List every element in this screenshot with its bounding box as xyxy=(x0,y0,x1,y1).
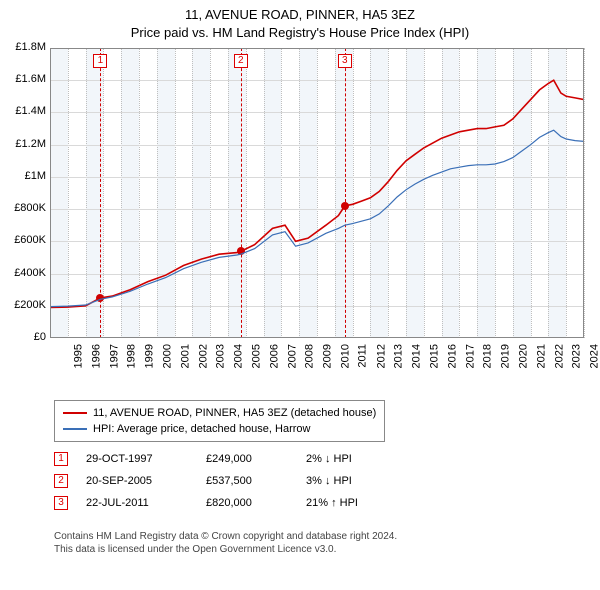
x-tick-label: 2023 xyxy=(571,344,583,368)
y-tick-label: £1.2M xyxy=(2,138,46,150)
series-price xyxy=(50,80,584,307)
events-table: 1 29-OCT-1997£249,0002% ↓ HPI 2 20-SEP-2005… xyxy=(54,448,426,514)
x-tick-label: 2021 xyxy=(535,344,547,368)
event-row-price: £537,500 xyxy=(206,475,306,487)
x-tick-label: 2002 xyxy=(197,344,209,368)
x-tick-label: 2004 xyxy=(233,344,245,368)
line-layer xyxy=(50,48,584,338)
event-row-delta: 2% ↓ HPI xyxy=(306,453,426,465)
event-row: 1 29-OCT-1997£249,0002% ↓ HPI xyxy=(54,448,426,470)
event-row-price: £249,000 xyxy=(206,453,306,465)
footnote: Contains HM Land Registry data © Crown c… xyxy=(54,530,397,556)
event-row: 2 20-SEP-2005£537,5003% ↓ HPI xyxy=(54,470,426,492)
chart-title: 11, AVENUE ROAD, PINNER, HA5 3EZ Price p… xyxy=(0,0,600,42)
x-tick-label: 2016 xyxy=(446,344,458,368)
event-row-delta: 3% ↓ HPI xyxy=(306,475,426,487)
event-row-date: 22-JUL-2011 xyxy=(86,497,206,509)
event-row-number: 2 xyxy=(54,474,68,488)
event-row-date: 20-SEP-2005 xyxy=(86,475,206,487)
y-tick-label: £800K xyxy=(2,202,46,214)
x-tick-label: 2005 xyxy=(250,344,262,368)
legend-label: 11, AVENUE ROAD, PINNER, HA5 3EZ (detach… xyxy=(93,407,376,419)
y-tick-label: £0 xyxy=(2,331,46,343)
event-row-date: 29-OCT-1997 xyxy=(86,453,206,465)
x-tick-label: 2017 xyxy=(464,344,476,368)
y-tick-label: £1.6M xyxy=(2,73,46,85)
event-row-price: £820,000 xyxy=(206,497,306,509)
x-tick-label: 2001 xyxy=(179,344,191,368)
x-tick-label: 2022 xyxy=(553,344,565,368)
event-row-number: 3 xyxy=(54,496,68,510)
legend: 11, AVENUE ROAD, PINNER, HA5 3EZ (detach… xyxy=(54,400,385,442)
x-tick-label: 2012 xyxy=(375,344,387,368)
event-row-delta: 21% ↑ HPI xyxy=(306,497,426,509)
chart-container: 11, AVENUE ROAD, PINNER, HA5 3EZ Price p… xyxy=(0,0,600,590)
event-row: 3 22-JUL-2011£820,00021% ↑ HPI xyxy=(54,492,426,514)
x-tick-label: 2006 xyxy=(268,344,280,368)
title-line-2: Price paid vs. HM Land Registry's House … xyxy=(0,24,600,42)
event-row-number: 1 xyxy=(54,452,68,466)
x-tick-label: 2013 xyxy=(393,344,405,368)
y-tick-label: £200K xyxy=(2,299,46,311)
x-tick-label: 1995 xyxy=(72,344,84,368)
x-tick-label: 2014 xyxy=(411,344,423,368)
x-tick-label: 2010 xyxy=(339,344,351,368)
x-tick-label: 1998 xyxy=(126,344,138,368)
legend-label: HPI: Average price, detached house, Harr… xyxy=(93,423,310,435)
x-tick-label: 2018 xyxy=(482,344,494,368)
x-tick-label: 2009 xyxy=(322,344,334,368)
x-tick-label: 2020 xyxy=(517,344,529,368)
series-hpi xyxy=(50,130,584,306)
footnote-line-2: This data is licensed under the Open Gov… xyxy=(54,543,397,556)
legend-swatch xyxy=(63,428,87,430)
y-tick-label: £1.4M xyxy=(2,105,46,117)
legend-swatch xyxy=(63,412,87,414)
x-tick-label: 2000 xyxy=(161,344,173,368)
x-tick-label: 1997 xyxy=(108,344,120,368)
x-tick-label: 2024 xyxy=(589,344,600,368)
footnote-line-1: Contains HM Land Registry data © Crown c… xyxy=(54,530,397,543)
x-tick-label: 1999 xyxy=(144,344,156,368)
x-tick-label: 1996 xyxy=(90,344,102,368)
legend-item: HPI: Average price, detached house, Harr… xyxy=(63,421,376,437)
y-tick-label: £400K xyxy=(2,267,46,279)
x-tick-label: 2008 xyxy=(304,344,316,368)
y-tick-label: £600K xyxy=(2,234,46,246)
y-tick-label: £1.8M xyxy=(2,41,46,53)
x-tick-label: 2019 xyxy=(500,344,512,368)
x-tick-label: 2003 xyxy=(215,344,227,368)
x-tick-label: 2007 xyxy=(286,344,298,368)
gridline-vertical xyxy=(584,48,585,338)
x-tick-label: 2011 xyxy=(356,344,368,368)
title-line-1: 11, AVENUE ROAD, PINNER, HA5 3EZ xyxy=(0,6,600,24)
legend-item: 11, AVENUE ROAD, PINNER, HA5 3EZ (detach… xyxy=(63,405,376,421)
x-tick-label: 2015 xyxy=(428,344,440,368)
y-tick-label: £1M xyxy=(2,170,46,182)
plot-area: £0£200K£400K£600K£800K£1M£1.2M£1.4M£1.6M… xyxy=(50,48,584,338)
